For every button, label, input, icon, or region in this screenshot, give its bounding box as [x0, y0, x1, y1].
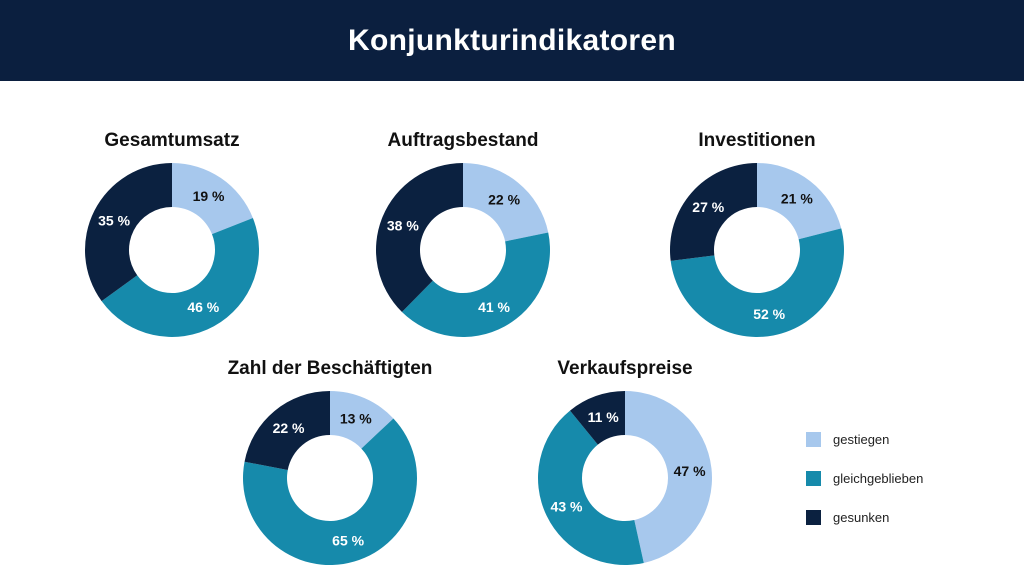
data-label: 22 % [273, 420, 305, 436]
chart-verkaufspreise: Verkaufspreise 47 % 43 % 11 % [510, 356, 740, 566]
donut-slice-gleichgeblieben [101, 217, 259, 337]
donut-chart: 21 % 52 % 27 % [670, 163, 844, 337]
data-label: 46 % [187, 299, 219, 315]
chart-investitionen: Investitionen 21 % 52 % 27 % [642, 128, 872, 338]
donut-slice-gleichgeblieben [243, 418, 417, 565]
chart-title: Auftragsbestand [387, 130, 539, 151]
legend-item-gestiegen: gestiegen [806, 430, 1006, 448]
chart-title: Gesamtumsatz [104, 130, 240, 151]
data-label: 27 % [692, 199, 724, 215]
legend-label: gestiegen [833, 431, 890, 447]
donut-slice-gesunken [244, 391, 330, 470]
data-label: 13 % [340, 410, 372, 426]
data-label: 52 % [753, 306, 785, 322]
data-label: 21 % [781, 191, 813, 207]
legend-swatch [806, 509, 821, 525]
data-label: 43 % [551, 498, 583, 514]
donut-slice-gleichgeblieben [670, 228, 844, 337]
page-title: Konjunkturindikatoren [348, 23, 676, 57]
chart-title: Zahl der Beschäftigten [227, 358, 433, 379]
data-label: 38 % [387, 217, 419, 233]
legend: gestiegen gleichgeblieben gesunken [806, 430, 1006, 547]
chart-auftragsbestand: Auftragsbestand 22 % 41 % 38 % [348, 128, 578, 338]
donut-chart: 47 % 43 % 11 % [538, 391, 712, 565]
legend-item-gesunken: gesunken [806, 508, 1006, 526]
donut-slice-gestiegen [172, 163, 253, 235]
donut-slice-gesunken [376, 163, 463, 312]
chart-title: Verkaufspreise [557, 358, 693, 379]
donut-slice-gestiegen [463, 163, 549, 242]
data-label: 47 % [674, 463, 706, 479]
data-label: 19 % [193, 188, 225, 204]
donut-slice-gestiegen [757, 163, 842, 240]
data-label: 65 % [332, 532, 364, 548]
donut-chart: 22 % 41 % 38 % [376, 163, 550, 337]
page-header: Konjunkturindikatoren [0, 0, 1024, 81]
data-label: 22 % [488, 192, 520, 208]
donut-slice-gleichgeblieben [538, 410, 644, 565]
legend-swatch [806, 431, 821, 447]
donut-slice-gesunken [670, 163, 757, 261]
donut-slice-gesunken [570, 391, 625, 445]
chart-title: Investitionen [698, 130, 816, 151]
donut-slice-gestiegen [330, 391, 394, 449]
donut-slice-gestiegen [625, 391, 712, 563]
legend-label: gesunken [833, 509, 890, 525]
donut-chart: 13 % 65 % 22 % [243, 391, 417, 565]
donut-slice-gleichgeblieben [401, 232, 550, 337]
data-label: 41 % [478, 299, 510, 315]
donut-chart: 19 % 46 % 35 % [84, 163, 259, 337]
chart-gesamtumsatz: Gesamtumsatz 19 % 46 % 35 % [57, 128, 287, 338]
legend-item-gleichgeblieben: gleichgeblieben [806, 469, 1006, 487]
chart-zahl-der-beschaeftigten: Zahl der Beschäftigten 13 % 65 % 22 % [215, 356, 445, 566]
legend-label: gleichgeblieben [833, 470, 924, 486]
donut-slice-gesunken [84, 163, 172, 302]
data-label: 35 % [98, 212, 130, 228]
legend-swatch [806, 470, 821, 486]
data-label: 11 % [588, 409, 620, 425]
